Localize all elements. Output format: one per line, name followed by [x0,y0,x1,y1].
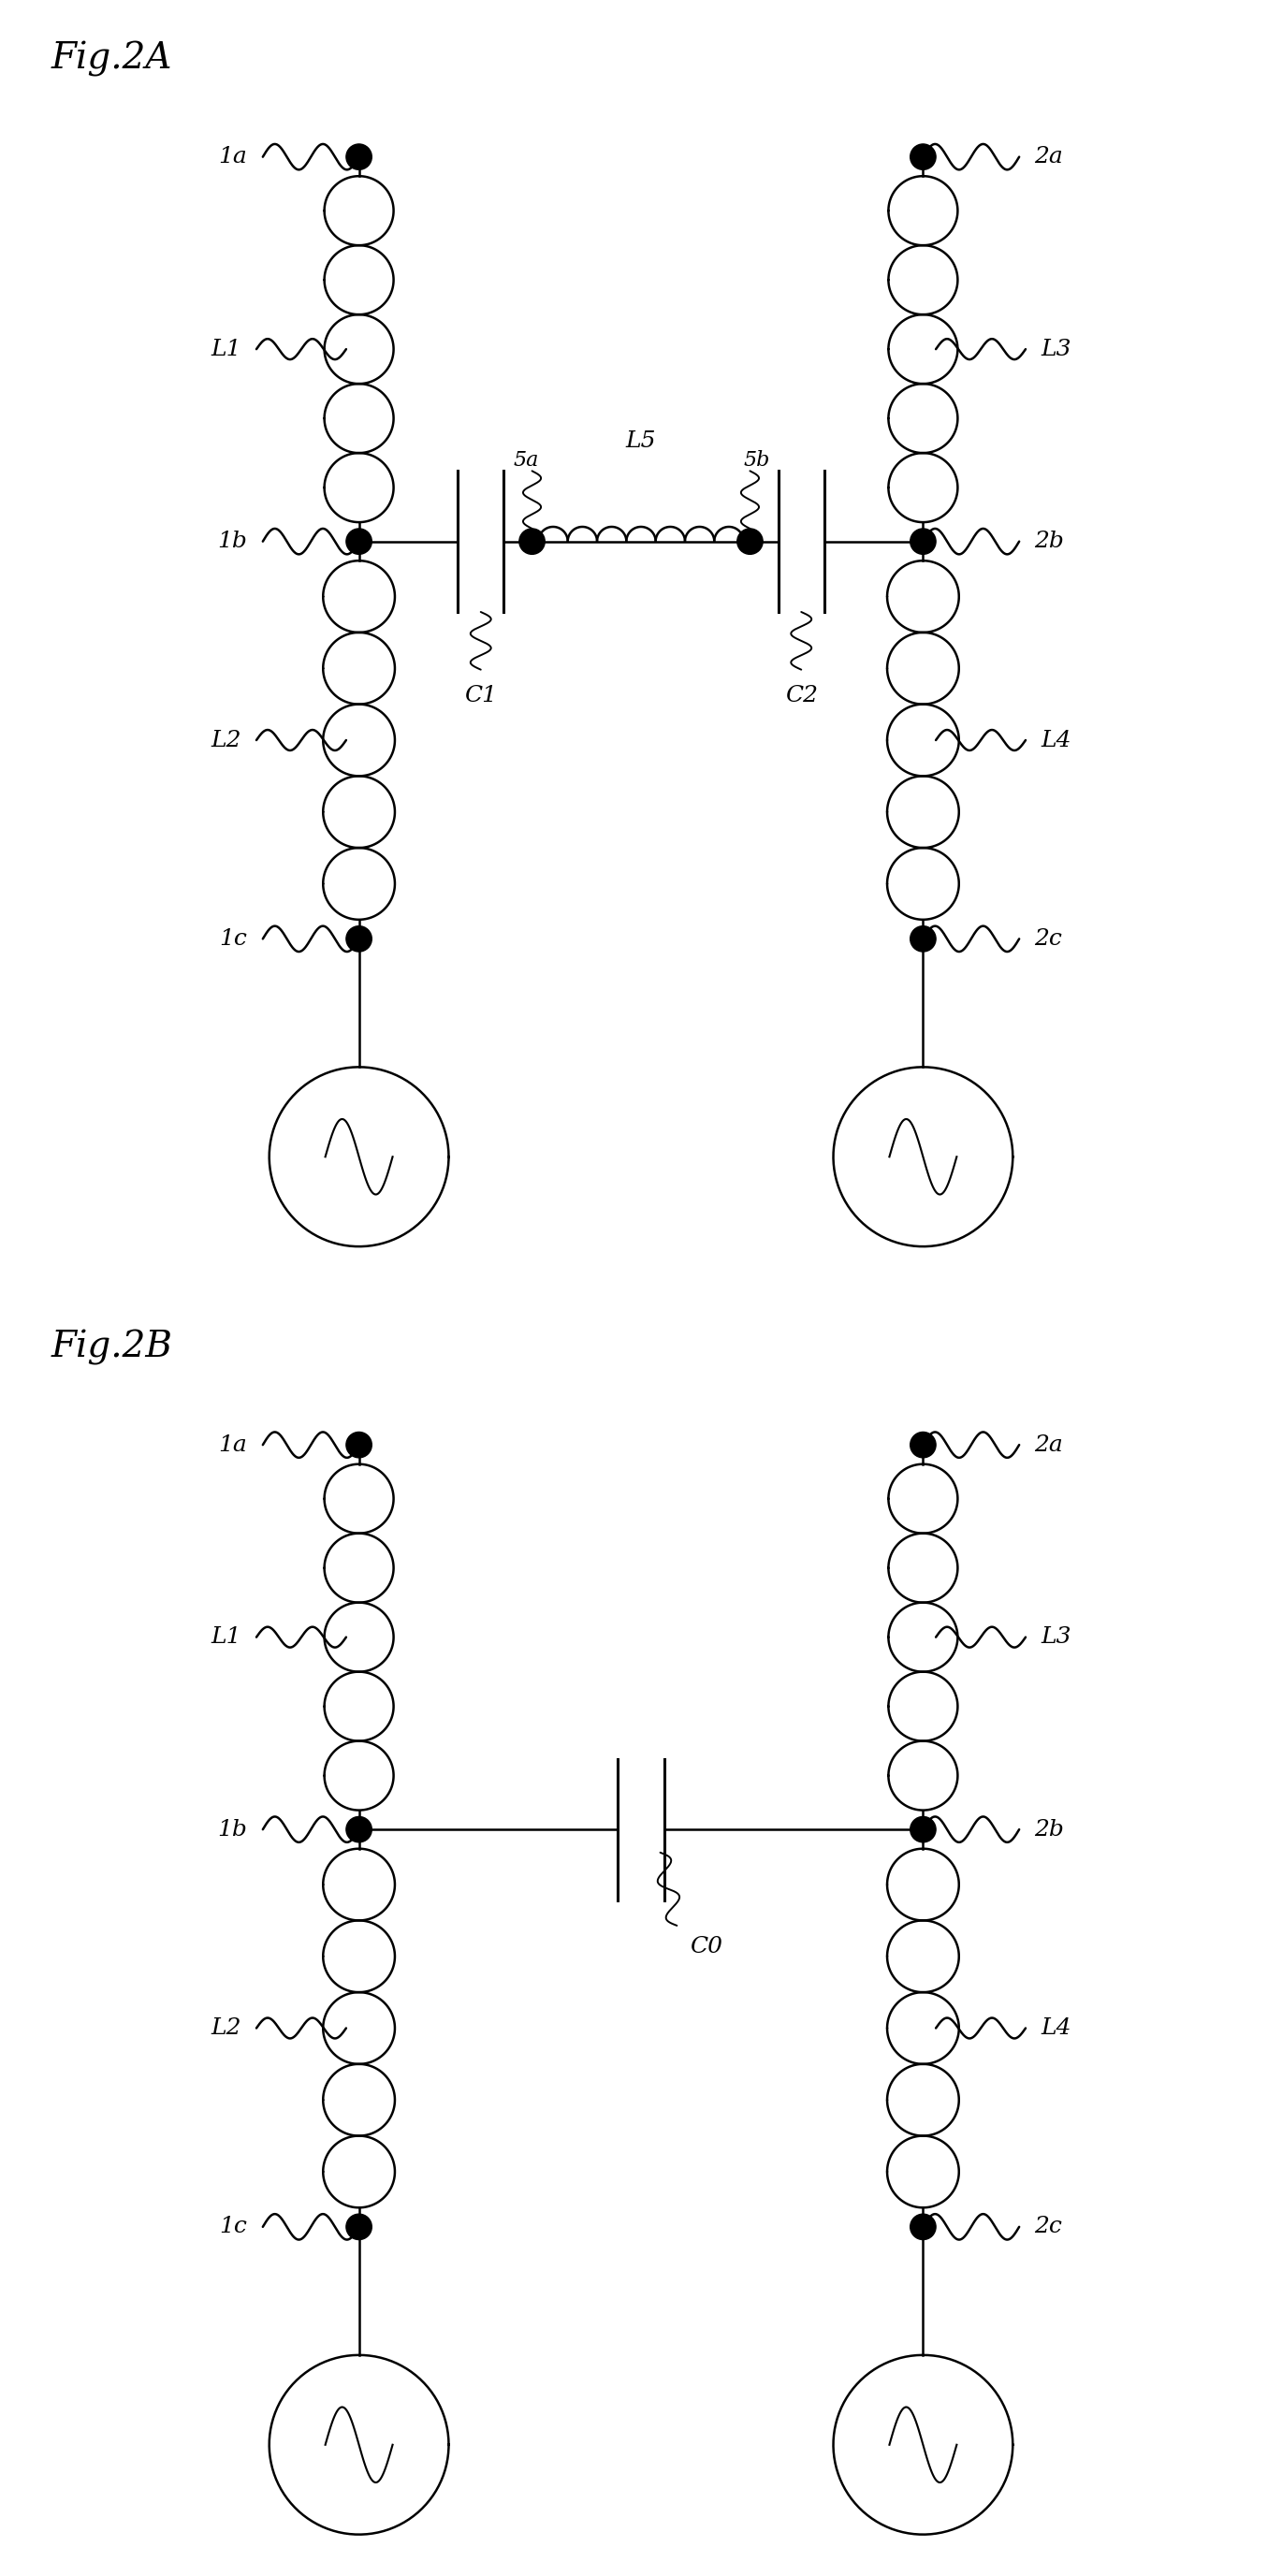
Circle shape [910,925,936,951]
Circle shape [910,1432,936,1458]
Text: 2a: 2a [1035,1435,1063,1455]
Circle shape [346,1432,372,1458]
Circle shape [910,528,936,554]
Text: 1b: 1b [218,1819,247,1839]
Text: Fig.2A: Fig.2A [51,41,173,77]
Text: 2c: 2c [1035,2215,1063,2239]
Text: 5a: 5a [513,451,538,471]
Text: C0: C0 [690,1935,723,1958]
Circle shape [346,2213,372,2239]
Text: L5: L5 [626,430,656,451]
Text: 2b: 2b [1035,1819,1064,1839]
Circle shape [346,528,372,554]
Text: L4: L4 [1041,729,1072,752]
Circle shape [519,528,545,554]
Text: 2b: 2b [1035,531,1064,551]
Text: 5b: 5b [744,451,769,471]
Circle shape [910,144,936,170]
Text: 1c: 1c [219,2215,247,2239]
Text: 2c: 2c [1035,927,1063,951]
Text: L1: L1 [210,337,241,361]
Text: L1: L1 [210,1625,241,1649]
Text: C2: C2 [785,685,818,706]
Circle shape [737,528,763,554]
Text: 1a: 1a [219,147,247,167]
Text: L4: L4 [1041,2017,1072,2040]
Circle shape [346,1816,372,1842]
Text: Fig.2B: Fig.2B [51,1329,173,1365]
Text: 1b: 1b [218,531,247,551]
Text: L2: L2 [210,729,241,752]
Circle shape [910,2213,936,2239]
Text: L3: L3 [1041,337,1072,361]
Circle shape [346,144,372,170]
Circle shape [346,925,372,951]
Text: 2a: 2a [1035,147,1063,167]
Text: 1a: 1a [219,1435,247,1455]
Text: L2: L2 [210,2017,241,2040]
Text: L3: L3 [1041,1625,1072,1649]
Text: C1: C1 [464,685,497,706]
Circle shape [910,1816,936,1842]
Text: 1c: 1c [219,927,247,951]
